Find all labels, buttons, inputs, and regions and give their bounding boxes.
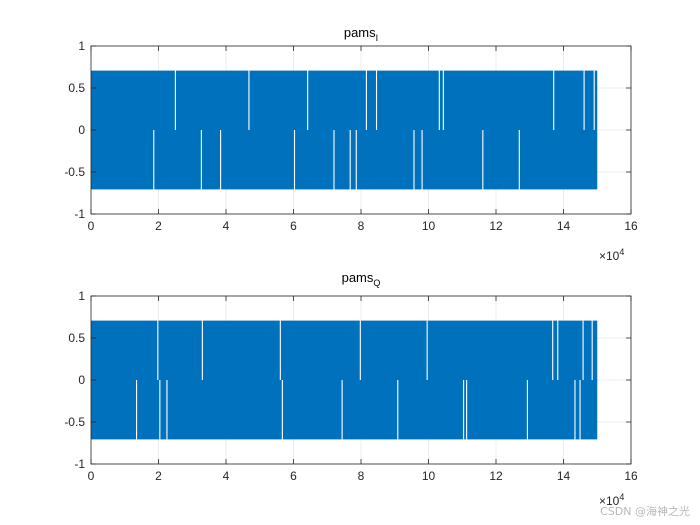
- x-exponent-label: ×104: [599, 492, 624, 508]
- x-exponent-label: ×104: [599, 247, 624, 263]
- signal-series: [91, 70, 598, 190]
- x-tick-label: 2: [155, 469, 162, 483]
- signal-series: [91, 320, 598, 440]
- axes-pams-q: 0 2 4 6 8 10 12 14 16 1 0.5 0 -0.5 -1 pamsQ ×104: [64, 270, 638, 508]
- x-tick-label: 16: [624, 219, 638, 233]
- y-tick-label: 1: [78, 289, 85, 303]
- y-tick-label: -0.5: [64, 415, 85, 429]
- axes-pams-i: 0 2 4 6 8 10 12 14 16 1 0.5 0 -0.5 -1 pamsI ×104: [64, 25, 638, 263]
- y-tick-label: -1: [74, 207, 85, 221]
- x-tick-label: 16: [624, 469, 638, 483]
- x-tick-label: 8: [358, 469, 365, 483]
- watermark: CSDN @海神之光: [600, 505, 690, 518]
- x-tick-label: 0: [88, 219, 95, 233]
- x-exponent-text: ×104: [599, 247, 624, 263]
- x-tick-label: 0: [88, 469, 95, 483]
- y-tick-label: 1: [78, 39, 85, 53]
- y-tick-label: -1: [74, 457, 85, 471]
- x-tick-label: 4: [223, 469, 230, 483]
- axes-title-pams-i: pamsI: [344, 25, 378, 43]
- y-tick-label: 0: [78, 373, 85, 387]
- x-tick-label: 2: [155, 219, 162, 233]
- x-tick-label: 14: [557, 219, 571, 233]
- x-tick-label: 14: [557, 469, 571, 483]
- x-tick-label: 6: [290, 469, 297, 483]
- x-exponent-text: ×104: [599, 492, 624, 508]
- y-tick-label: -0.5: [64, 165, 85, 179]
- y-tick-label: 0.5: [68, 331, 85, 345]
- x-tick-label: 12: [489, 219, 503, 233]
- x-tick-label: 10: [422, 219, 436, 233]
- y-tick-label: 0.5: [68, 81, 85, 95]
- x-tick-label: 10: [422, 469, 436, 483]
- y-tick-label: 0: [78, 123, 85, 137]
- axes-title-pams-q: pamsQ: [342, 270, 381, 288]
- x-tick-label: 6: [290, 219, 297, 233]
- x-tick-label: 8: [358, 219, 365, 233]
- x-tick-label: 12: [489, 469, 503, 483]
- x-tick-label: 4: [223, 219, 230, 233]
